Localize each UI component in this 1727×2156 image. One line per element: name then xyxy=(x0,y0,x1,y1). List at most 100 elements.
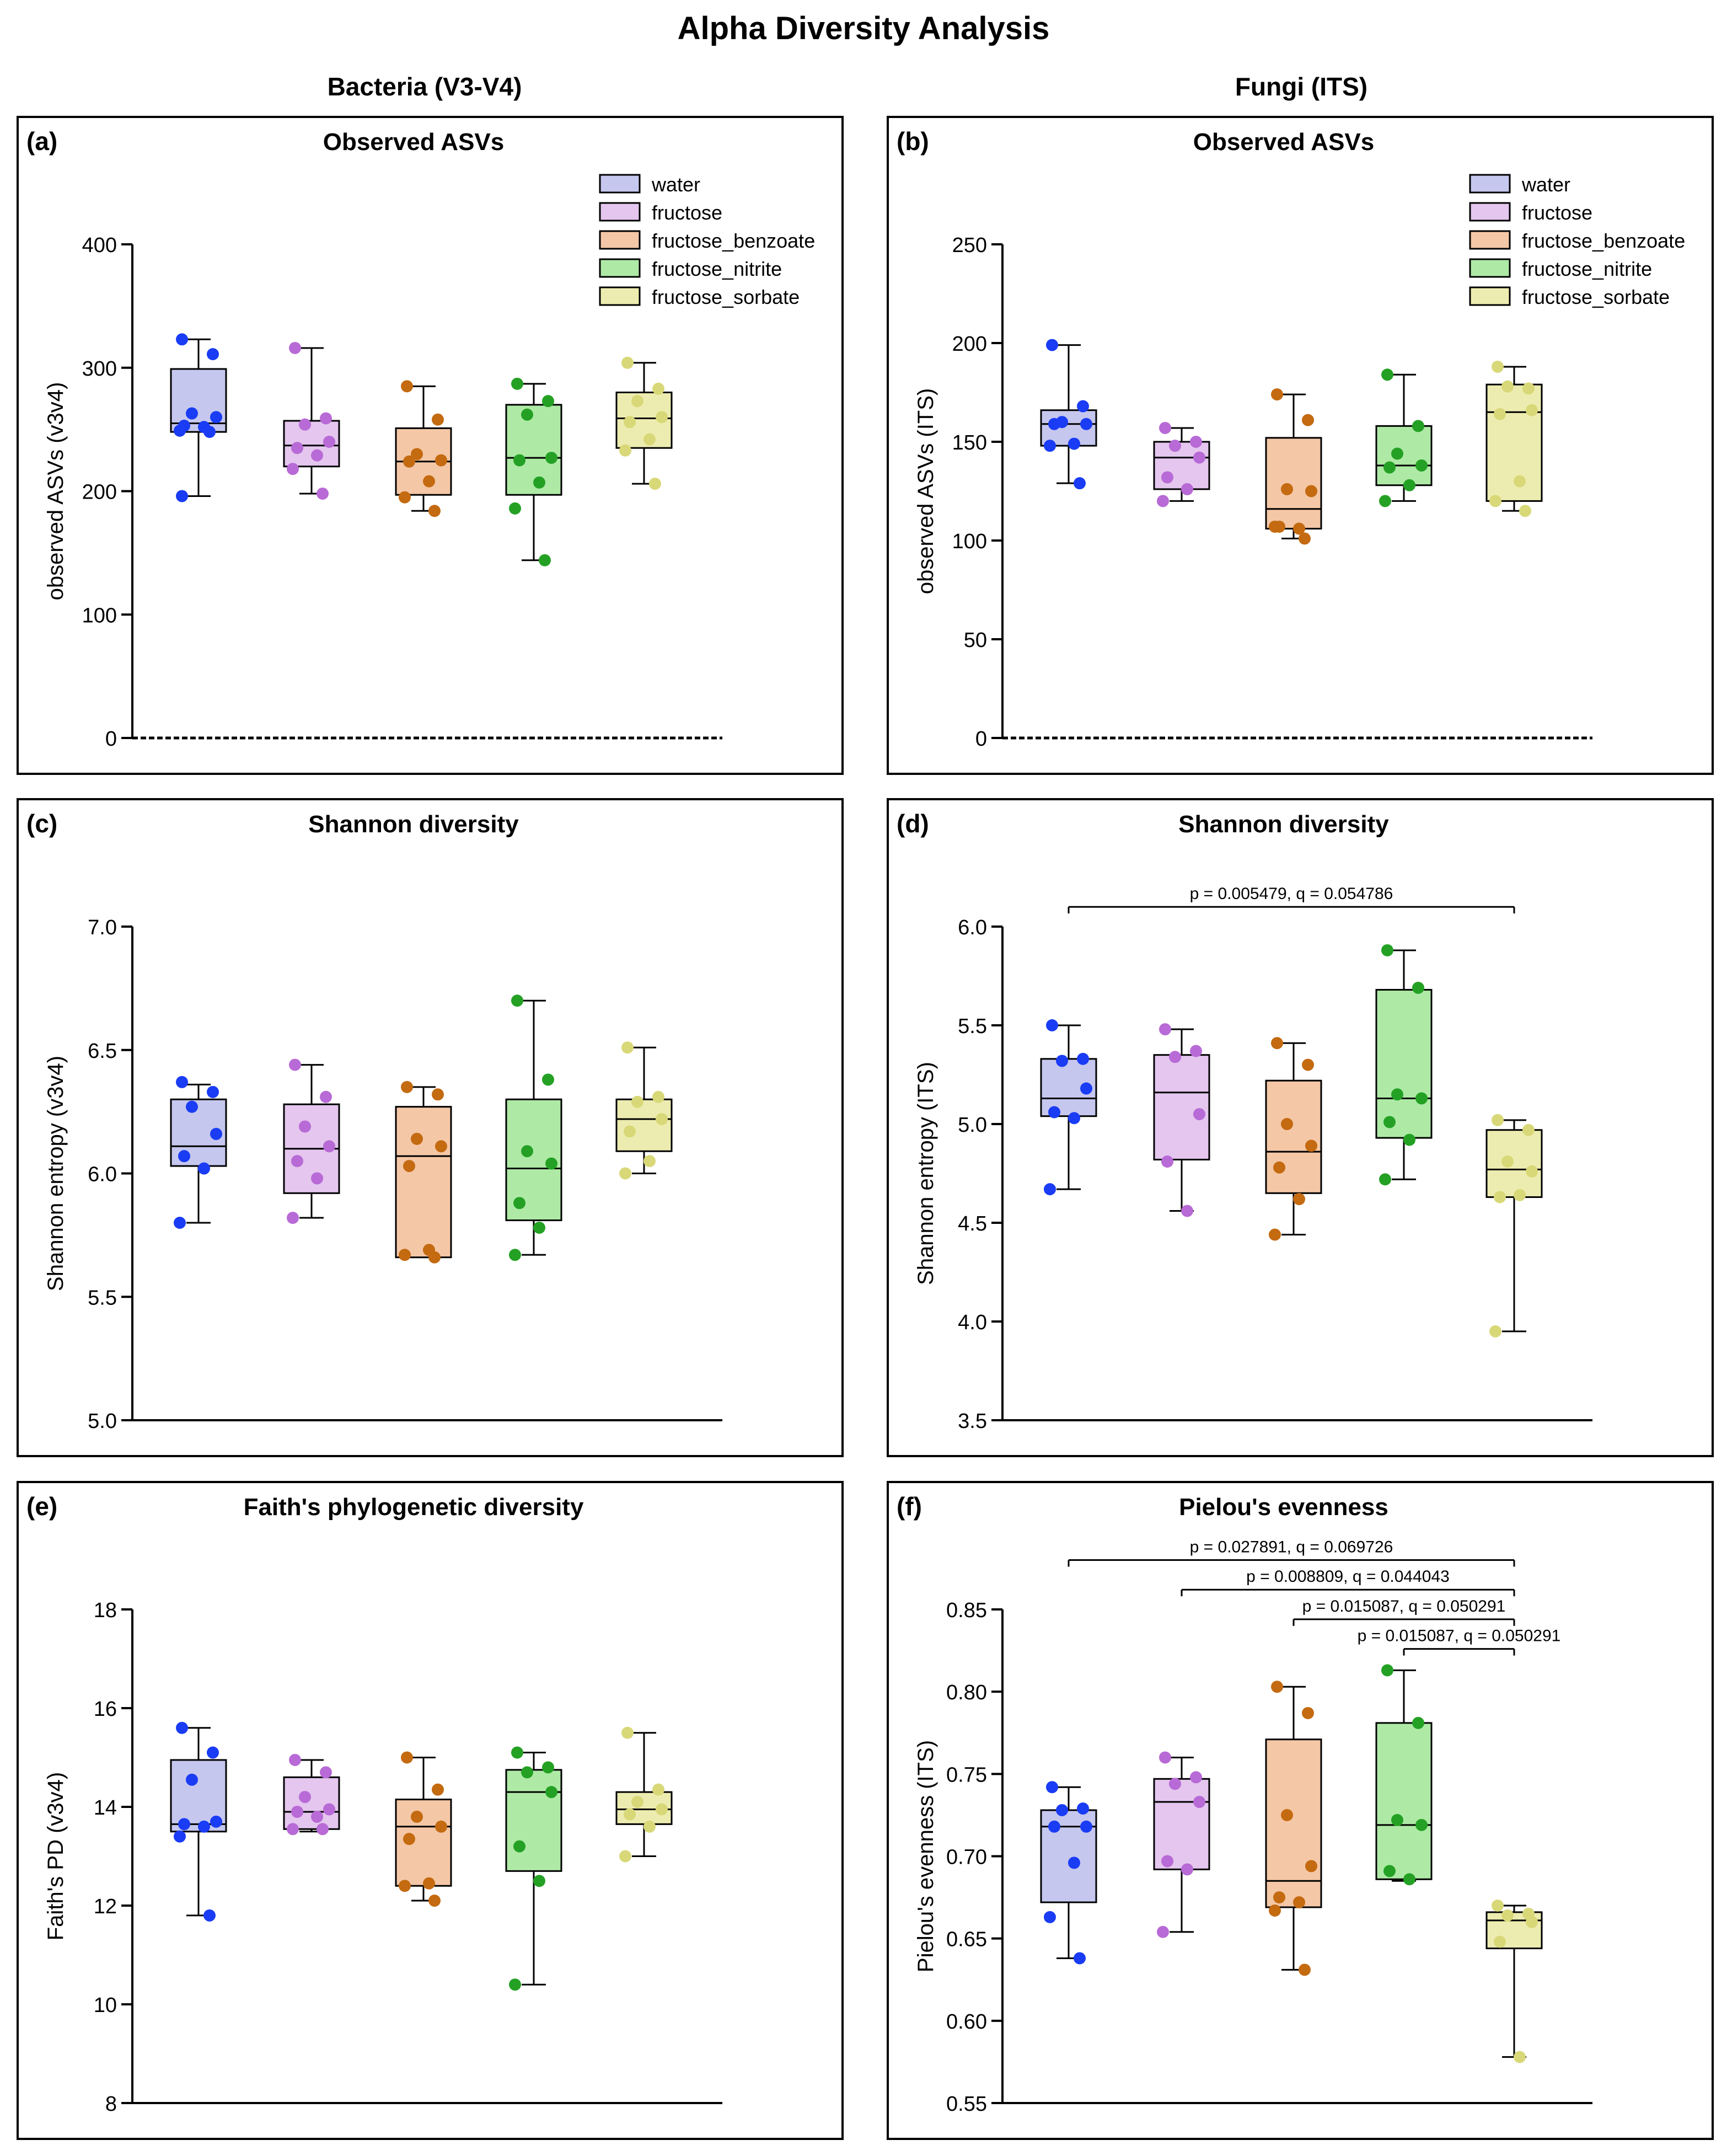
legend-label-fructose-sorbate: fructose_sorbate xyxy=(652,286,800,308)
data-point xyxy=(174,1217,186,1229)
data-point xyxy=(533,476,545,489)
panel-title: Shannon diversity xyxy=(308,811,519,838)
significance-bracket: p = 0.015087, q = 0.050291 xyxy=(1292,1597,1515,1626)
data-point xyxy=(1514,2051,1526,2063)
y-tick-label: 4.0 xyxy=(958,1311,987,1334)
data-point xyxy=(299,1120,311,1133)
box-group-fructose-benzoate xyxy=(395,380,452,517)
y-tick-label: 7.0 xyxy=(88,916,117,939)
panel-e-faith-pd-bacteria: (e) Faith's phylogenetic diversity 8 10 12 14… xyxy=(17,1481,844,2140)
data-point xyxy=(207,1085,219,1098)
panel-d-shannon-fungi: (d) Shannon diversity 3.5 4.0 4.5 5.0 5.5 6.0 Sh… xyxy=(887,798,1714,1457)
data-point xyxy=(176,333,188,346)
box-group-fructose xyxy=(1153,1751,1210,1938)
data-point xyxy=(1044,1183,1056,1196)
box-iqr xyxy=(505,404,562,496)
data-point xyxy=(1415,1818,1428,1831)
data-point xyxy=(1412,420,1424,432)
legend-label-water: water xyxy=(651,173,700,196)
data-point xyxy=(1159,421,1171,434)
y-tick-label: 12 xyxy=(94,1895,117,1918)
box-iqr xyxy=(1375,425,1433,486)
panel-label: (f) xyxy=(897,1492,922,1521)
data-point xyxy=(545,1786,557,1799)
y-tick-label: 0 xyxy=(975,727,987,751)
data-point xyxy=(1381,368,1393,381)
data-point xyxy=(1526,1916,1538,1928)
data-point xyxy=(311,1810,323,1823)
box-group-fructose-benzoate xyxy=(395,1080,452,1264)
y-tick-label: 250 xyxy=(952,234,987,257)
data-point xyxy=(1391,447,1403,460)
data-point xyxy=(1159,1751,1171,1764)
box-group-fructose xyxy=(1153,421,1210,507)
data-point xyxy=(652,382,664,395)
data-point xyxy=(1048,1820,1060,1833)
data-point xyxy=(1068,1857,1080,1869)
data-point xyxy=(411,1810,423,1823)
legend: water fructose fructose_benzoate fructose_n… xyxy=(599,173,815,308)
y-tick-label: 300 xyxy=(82,357,117,381)
box-group-water xyxy=(170,1076,227,1229)
data-point xyxy=(323,1803,335,1816)
data-point xyxy=(1271,1681,1283,1693)
data-point xyxy=(1159,1023,1171,1036)
data-point xyxy=(1492,1114,1504,1126)
box-iqr xyxy=(283,1776,340,1830)
data-point xyxy=(1074,1952,1086,1965)
column-header-bacteria: Bacteria (V3-V4) xyxy=(327,72,522,101)
data-point xyxy=(1157,1925,1169,1938)
data-point xyxy=(542,1073,554,1086)
data-point xyxy=(435,1820,447,1833)
panel-frame xyxy=(17,116,844,775)
data-point xyxy=(1281,1809,1293,1821)
data-point xyxy=(323,1140,335,1153)
data-point xyxy=(1046,1781,1058,1794)
data-point xyxy=(1494,1935,1506,1948)
data-point xyxy=(403,455,415,468)
data-point xyxy=(1269,520,1281,533)
y-tick-label: 4.5 xyxy=(958,1212,987,1235)
y-axis-label: observed ASVs (v3v4) xyxy=(44,382,68,601)
y-tick-label: 10 xyxy=(94,1994,117,2017)
significance-label: p = 0.005479, q = 0.054786 xyxy=(1190,885,1393,903)
data-point xyxy=(1293,1896,1305,1909)
data-point xyxy=(1068,1112,1080,1125)
data-point xyxy=(207,348,219,361)
data-point xyxy=(176,1076,188,1088)
panel-frame xyxy=(17,1481,844,2140)
data-point xyxy=(401,380,413,393)
data-point xyxy=(1080,418,1092,430)
significance-label: p = 0.027891, q = 0.069726 xyxy=(1190,1538,1393,1556)
data-point xyxy=(1190,1771,1202,1784)
data-point xyxy=(428,1251,441,1264)
box-group-fructose xyxy=(283,1753,340,1836)
box-iqr xyxy=(1375,1722,1433,1880)
data-point xyxy=(1271,388,1283,401)
data-point xyxy=(1181,1863,1193,1876)
legend-label-fructose-benzoate: fructose_benzoate xyxy=(1522,229,1685,252)
data-point xyxy=(1056,1804,1068,1816)
data-point xyxy=(198,1162,210,1175)
data-point xyxy=(509,1978,521,1991)
y-axis-label: Shannon entropy (v3v4) xyxy=(44,1056,68,1291)
data-point xyxy=(1169,1051,1181,1063)
data-point xyxy=(1044,440,1056,452)
data-point xyxy=(621,356,634,369)
data-point xyxy=(513,1840,525,1853)
data-point xyxy=(423,475,435,488)
panel-title: Faith's phylogenetic diversity xyxy=(244,1494,584,1521)
data-point xyxy=(624,1125,636,1138)
panel-a-observed-asvs-bacteria: (a) Observed ASVs 0 100 200 300 400 observed AS… xyxy=(17,116,844,775)
data-point xyxy=(401,1751,413,1764)
panel-label: (d) xyxy=(897,809,929,838)
data-point xyxy=(1193,451,1205,464)
box-group-fructose-nitrite xyxy=(1375,1664,1433,1886)
y-axis-label: Faith's PD (v3v4) xyxy=(44,1772,68,1941)
data-point xyxy=(1157,495,1169,507)
data-point xyxy=(399,491,411,504)
y-tick-label: 5.0 xyxy=(958,1114,987,1137)
data-point xyxy=(1489,495,1501,507)
data-point xyxy=(428,505,441,517)
data-point xyxy=(320,412,332,425)
